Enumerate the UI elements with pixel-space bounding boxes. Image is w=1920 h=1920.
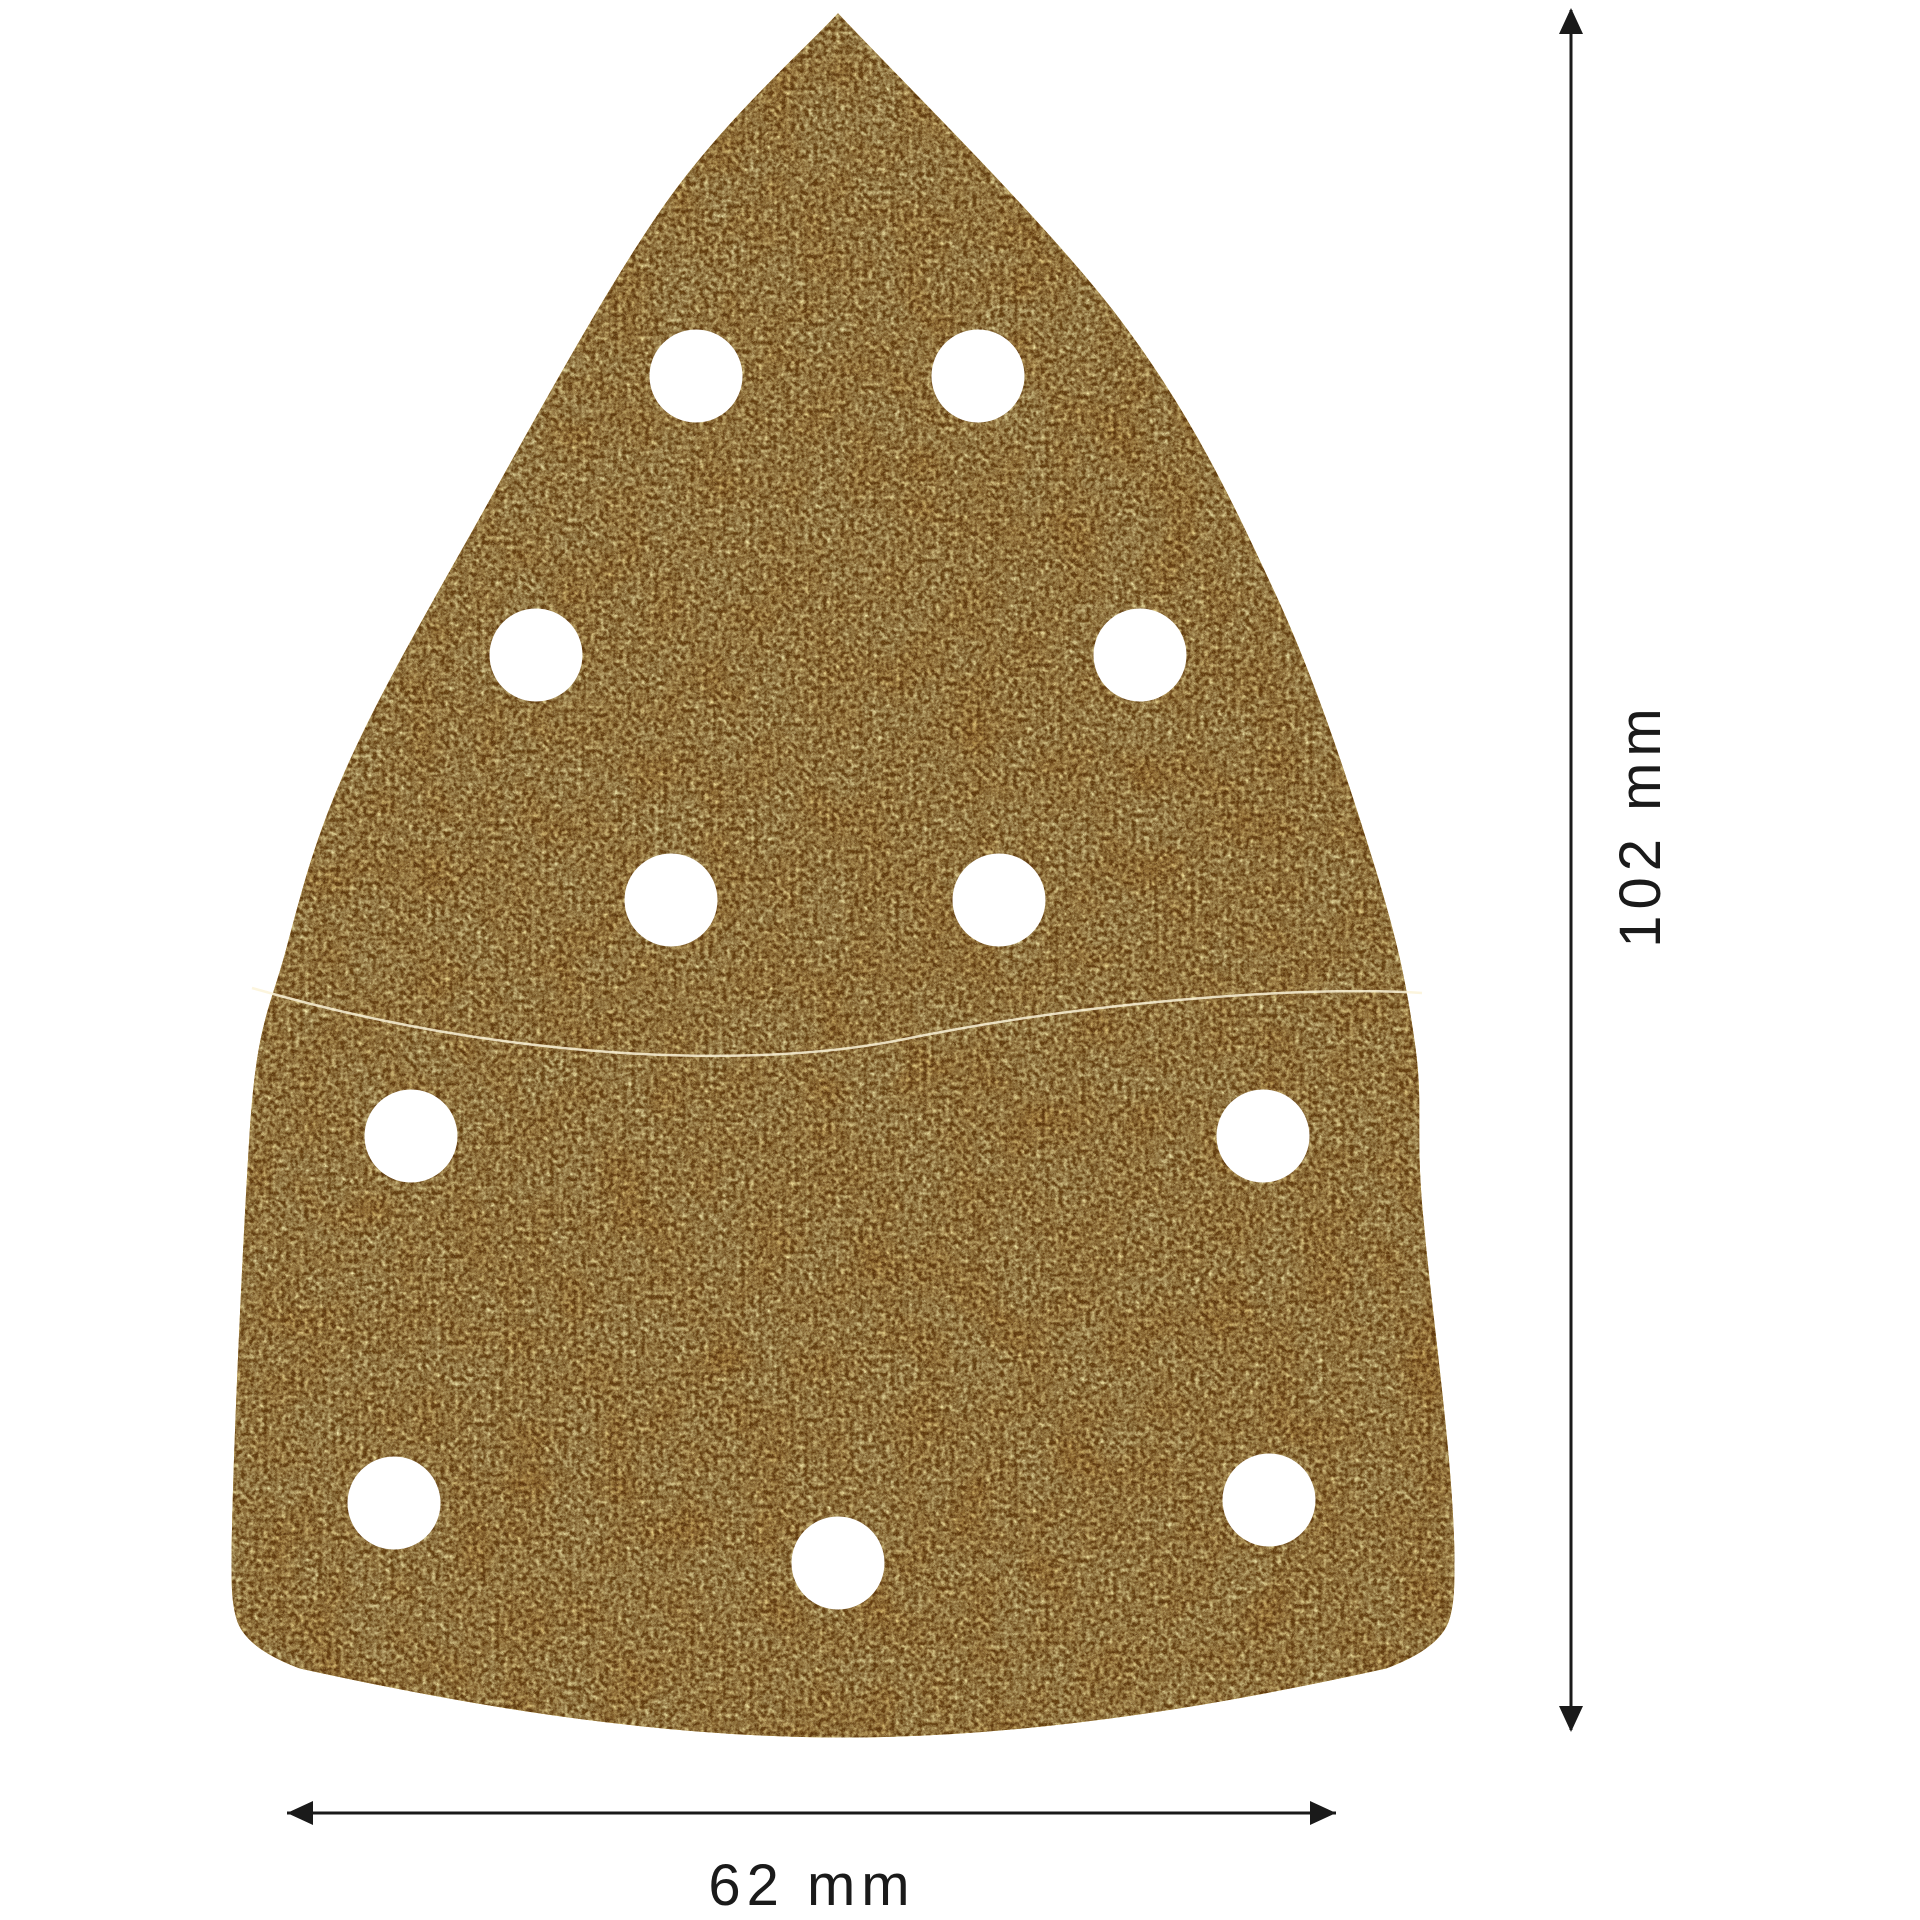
svg-text:102 mm: 102 mm [1608, 702, 1673, 948]
svg-text:62 mm: 62 mm [708, 1853, 915, 1918]
